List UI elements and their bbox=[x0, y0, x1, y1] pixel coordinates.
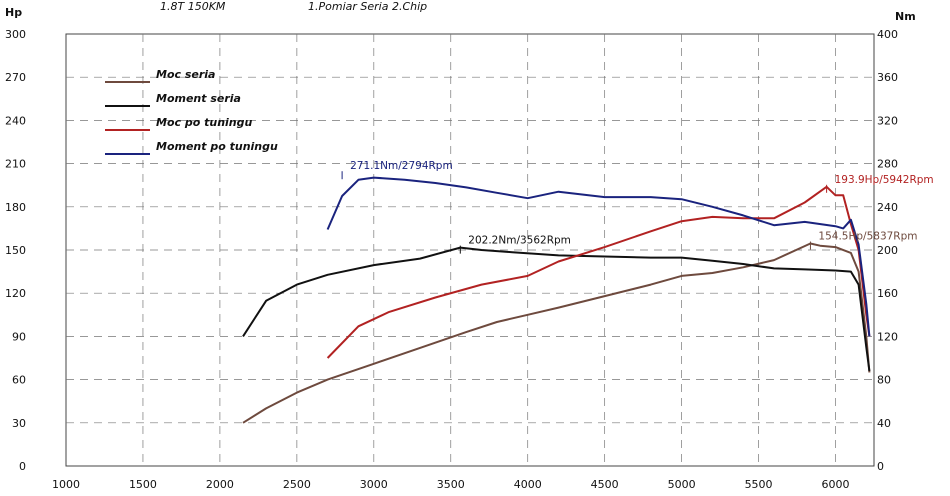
engine-label: 1.8T 150KM bbox=[160, 0, 226, 13]
x-tick-label: 5500 bbox=[745, 478, 773, 491]
series-line-4 bbox=[326, 176, 871, 337]
right-tick-label: 0 bbox=[877, 460, 884, 473]
x-tick-label: 2000 bbox=[206, 478, 234, 491]
legend-label-4: Moment po tuningu bbox=[156, 140, 278, 153]
right-tick-label: 400 bbox=[877, 28, 898, 41]
legend-label-3: Moc po tuningu bbox=[156, 116, 253, 129]
series-line-2 bbox=[242, 246, 871, 372]
left-tick-label: 300 bbox=[5, 28, 26, 41]
left-tick-label: 30 bbox=[12, 417, 26, 430]
right-tick-label: 120 bbox=[877, 330, 898, 343]
x-tick-label: 5000 bbox=[668, 478, 696, 491]
left-axis-unit: Hp bbox=[5, 6, 22, 19]
right-tick-label: 360 bbox=[877, 71, 898, 84]
legend-label-1: Moc seria bbox=[156, 68, 215, 81]
left-tick-label: 120 bbox=[5, 287, 26, 300]
right-axis-ticks: 0 40 80 120 160 200 240 280 320 360 400 bbox=[877, 28, 898, 473]
right-tick-label: 160 bbox=[877, 287, 898, 300]
series-line-1 bbox=[242, 242, 871, 424]
left-axis-ticks: 0 30 60 90 120 150 180 210 240 270 300 bbox=[5, 28, 26, 473]
measurement-label: 1.Pomiar Seria 2.Chip bbox=[308, 0, 427, 13]
annotation-label-4: 154.5Hp/5837Rpm bbox=[818, 231, 917, 243]
left-tick-label: 240 bbox=[5, 114, 26, 127]
x-tick-label: 6000 bbox=[822, 478, 850, 491]
left-tick-label: 270 bbox=[5, 71, 26, 84]
left-tick-label: 60 bbox=[12, 374, 26, 387]
x-tick-label: 4500 bbox=[591, 478, 619, 491]
x-tick-label: 1500 bbox=[129, 478, 157, 491]
left-tick-label: 90 bbox=[12, 330, 26, 343]
series-lines bbox=[242, 176, 871, 424]
left-tick-label: 210 bbox=[5, 158, 26, 171]
right-tick-label: 200 bbox=[877, 244, 898, 257]
annotation-label-2: 202.2Nm/3562Rpm bbox=[468, 235, 571, 247]
series-line-3 bbox=[326, 185, 871, 359]
right-tick-label: 40 bbox=[877, 417, 891, 430]
right-tick-label: 240 bbox=[877, 201, 898, 214]
x-tick-label: 4000 bbox=[514, 478, 542, 491]
left-tick-label: 180 bbox=[5, 201, 26, 214]
right-tick-label: 80 bbox=[877, 374, 891, 387]
legend-label-2: Moment seria bbox=[156, 92, 241, 105]
annotation-label-1: 271.1Nm/2794Rpm bbox=[350, 160, 453, 172]
x-axis-ticks: 1000 1500 2000 2500 3000 3500 4000 4500 5000 5500… bbox=[52, 478, 850, 491]
x-tick-label: 3000 bbox=[360, 478, 388, 491]
x-tick-label: 3500 bbox=[437, 478, 465, 491]
x-tick-label: 2500 bbox=[283, 478, 311, 491]
left-tick-label: 0 bbox=[19, 460, 26, 473]
right-tick-label: 320 bbox=[877, 114, 898, 127]
right-axis-unit: Nm bbox=[895, 10, 916, 23]
x-tick-label: 1000 bbox=[52, 478, 80, 491]
annotation-label-3: 193.9Hp/5942Rpm bbox=[835, 174, 934, 186]
annotations: 271.1Nm/2794Rpm 202.2Nm/3562Rpm 193.9Hp/59… bbox=[341, 160, 934, 254]
legend: Moc seria Moment seria Moc po tuningu Momen… bbox=[105, 68, 278, 155]
left-tick-label: 150 bbox=[5, 244, 26, 257]
right-tick-label: 280 bbox=[877, 158, 898, 171]
